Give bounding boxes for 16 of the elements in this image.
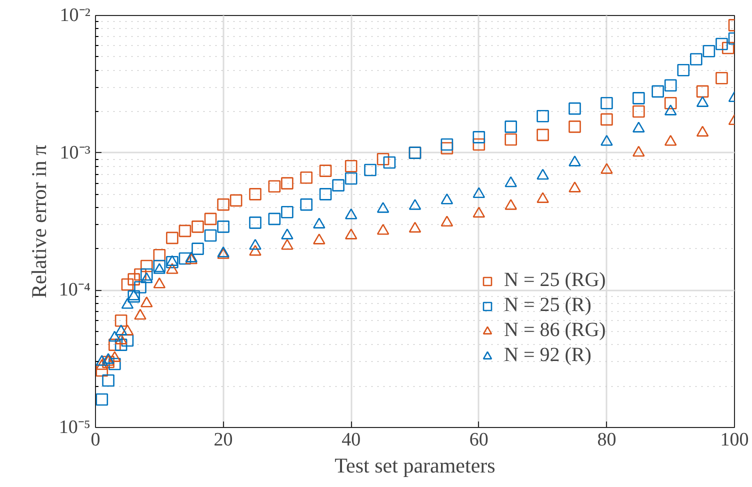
y-tick-label: 10⁻² [60,5,91,26]
y-tick-label: 10⁻⁴ [58,280,91,301]
x-tick-label: 40 [342,430,361,450]
x-tick-label: 60 [469,430,488,450]
x-tick-label: 80 [597,430,616,450]
legend-label: N = 25 (R) [504,294,592,317]
legend-label: N = 25 (RG) [504,269,606,292]
legend-label: N = 86 (RG) [504,319,606,342]
x-axis-title: Test set parameters [334,454,496,478]
y-axis-title: Relative error in π [26,144,51,298]
legend-label: N = 92 (R) [504,344,592,367]
x-tick-label: 100 [720,430,749,450]
y-tick-label: 10⁻⁵ [58,417,90,438]
x-tick-label: 0 [90,430,100,450]
y-tick-label: 10⁻³ [60,142,91,164]
x-tick-label: 20 [214,430,233,450]
